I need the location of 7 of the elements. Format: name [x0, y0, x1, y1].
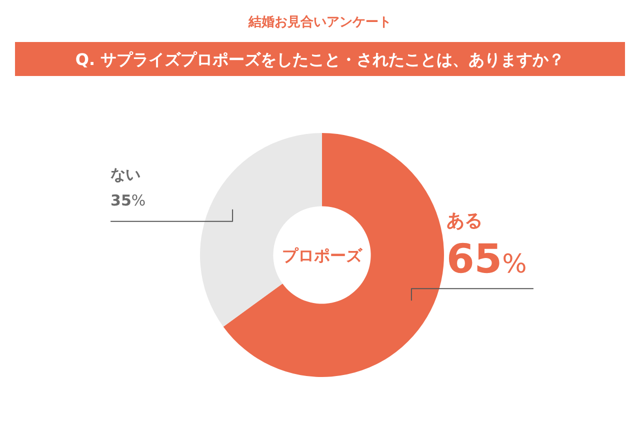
data-label: 65% [446, 236, 527, 283]
data-label: 35% [110, 191, 146, 210]
slice-label: ある [446, 210, 482, 232]
text: プロポーズ [282, 246, 363, 265]
slice-label: ない [110, 165, 141, 184]
chart-title: 結婚お見合いアンケート [248, 14, 392, 30]
chart-subtitle: Q. サプライズプロポーズをしたこと・されたことは、ありますか？ [75, 50, 565, 69]
